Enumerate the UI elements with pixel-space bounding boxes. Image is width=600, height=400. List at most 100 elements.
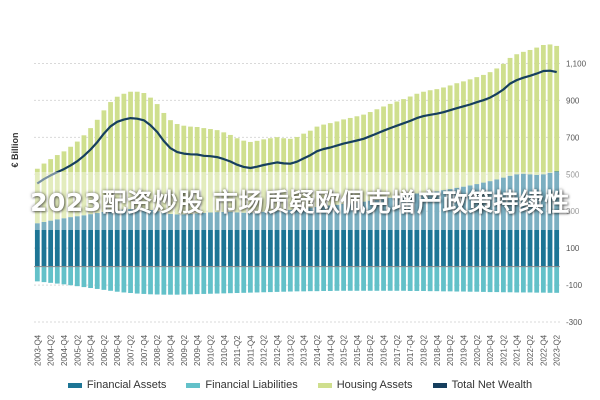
x-tick-label: 2022-Q2	[526, 334, 535, 366]
bar-financial-liabilities	[540, 266, 546, 293]
bar-housing-assets	[481, 74, 486, 183]
x-tick-label: 2012-Q2	[260, 334, 269, 366]
bar-housing-assets	[141, 93, 147, 209]
bar-housing-assets	[168, 120, 173, 214]
bar-financial-liabilities	[494, 266, 500, 293]
bar-financial-assets	[247, 212, 253, 267]
x-tick-label: 2019-Q4	[459, 334, 468, 366]
bar-financial-liabilities	[68, 266, 74, 286]
bar-financial-assets	[294, 209, 300, 267]
bar-financial-assets	[94, 213, 100, 267]
bar-housing-assets	[201, 128, 207, 213]
bar-housing-assets	[48, 159, 54, 221]
legend-item-total-net-wealth[interactable]: Total Net Wealth	[432, 379, 533, 391]
bar-housing-assets	[208, 129, 213, 213]
bar-housing-assets	[341, 119, 347, 204]
legend-swatch-total-net-wealth	[432, 382, 447, 388]
bar-financial-assets	[174, 214, 180, 267]
bar-housing-assets	[228, 134, 233, 212]
bar-financial-assets	[461, 186, 466, 267]
legend-swatch-financial-liabilities	[186, 382, 201, 388]
x-tick-label: 2018-Q4	[433, 334, 442, 366]
overlay-banner: 2023配资炒股 市场质疑欧佩克增产政策持续性	[0, 172, 600, 230]
bar-financial-liabilities	[467, 266, 473, 292]
bar-financial-liabilities	[327, 266, 333, 291]
bar-financial-assets	[214, 212, 220, 267]
bar-financial-liabilities	[547, 266, 553, 293]
x-tick-label: 2011-Q4	[246, 335, 255, 366]
legend-swatch-financial-assets	[67, 382, 82, 388]
bar-financial-assets	[341, 203, 347, 267]
bar-housing-assets	[188, 126, 193, 214]
bar-housing-assets	[241, 140, 247, 213]
bar-financial-assets	[407, 194, 413, 267]
bar-financial-assets	[487, 181, 493, 267]
bar-financial-liabilities	[114, 266, 120, 292]
bar-housing-assets	[394, 101, 400, 197]
bar-financial-liabilities	[474, 266, 480, 292]
bar-housing-assets	[114, 96, 120, 211]
bar-housing-assets	[174, 124, 180, 215]
bar-housing-assets	[441, 87, 446, 191]
bar-financial-assets	[281, 210, 287, 267]
bar-housing-assets	[467, 79, 473, 186]
bar-housing-assets	[41, 163, 47, 222]
bar-financial-liabilities	[201, 266, 207, 294]
x-tick-label: 2014-Q2	[313, 334, 322, 366]
legend-item-housing-assets[interactable]: Housing Assets	[317, 379, 413, 391]
bar-financial-assets	[540, 174, 546, 267]
bar-financial-assets	[34, 223, 40, 267]
bar-financial-assets	[447, 189, 453, 267]
bar-financial-assets	[327, 205, 333, 267]
legend-item-financial-assets[interactable]: Financial Assets	[67, 379, 167, 391]
bar-housing-assets	[461, 81, 466, 187]
bar-financial-liabilities	[394, 266, 400, 291]
y-tick-label: 500	[566, 170, 580, 179]
bar-financial-assets	[201, 212, 207, 267]
bar-financial-liabilities	[434, 266, 440, 292]
legend-item-financial-liabilities[interactable]: Financial Liabilities	[186, 379, 298, 391]
bar-housing-assets	[347, 117, 353, 204]
bar-financial-assets	[114, 210, 120, 267]
bar-financial-assets	[367, 200, 373, 267]
bar-housing-assets	[474, 77, 480, 185]
bar-financial-assets	[501, 177, 506, 267]
bar-housing-assets	[214, 130, 220, 213]
legend-swatch-housing-assets	[317, 382, 332, 388]
bar-financial-assets	[547, 172, 553, 267]
bar-housing-assets	[81, 135, 87, 216]
y-tick-label: 300	[566, 207, 580, 216]
bar-financial-assets	[121, 209, 127, 267]
bar-financial-assets	[554, 171, 560, 267]
bar-housing-assets	[54, 155, 60, 220]
x-tick-label: 2006-Q2	[100, 334, 109, 366]
bar-financial-assets	[61, 218, 67, 267]
bar-financial-assets	[68, 217, 74, 267]
bar-housing-assets	[334, 121, 340, 205]
bar-financial-assets	[301, 208, 307, 267]
bar-financial-assets	[134, 208, 140, 267]
bar-financial-liabilities	[228, 266, 233, 294]
x-tick-label: 2021-Q2	[499, 334, 508, 366]
bar-financial-assets	[274, 210, 280, 267]
legend-label-financial-assets: Financial Assets	[86, 379, 167, 391]
x-tick-label: 2019-Q2	[446, 334, 455, 366]
bar-housing-assets	[301, 133, 307, 209]
legend-label-total-net-wealth: Total Net Wealth	[451, 379, 533, 391]
bar-financial-assets	[414, 193, 420, 267]
bar-financial-liabilities	[374, 266, 380, 291]
bar-financial-liabilities	[168, 266, 173, 295]
bar-financial-liabilities	[407, 266, 413, 291]
bar-housing-assets	[534, 47, 540, 175]
bar-financial-assets	[347, 203, 353, 267]
bar-financial-assets	[467, 185, 473, 267]
bar-housing-assets	[454, 83, 460, 188]
x-tick-label: 2014-Q4	[326, 334, 335, 366]
bar-financial-assets	[354, 202, 360, 267]
bar-housing-assets	[194, 126, 200, 214]
bar-financial-liabilities	[487, 266, 493, 293]
bar-financial-assets	[168, 213, 173, 267]
bar-financial-liabilities	[221, 266, 227, 294]
bar-financial-liabilities	[41, 266, 47, 283]
